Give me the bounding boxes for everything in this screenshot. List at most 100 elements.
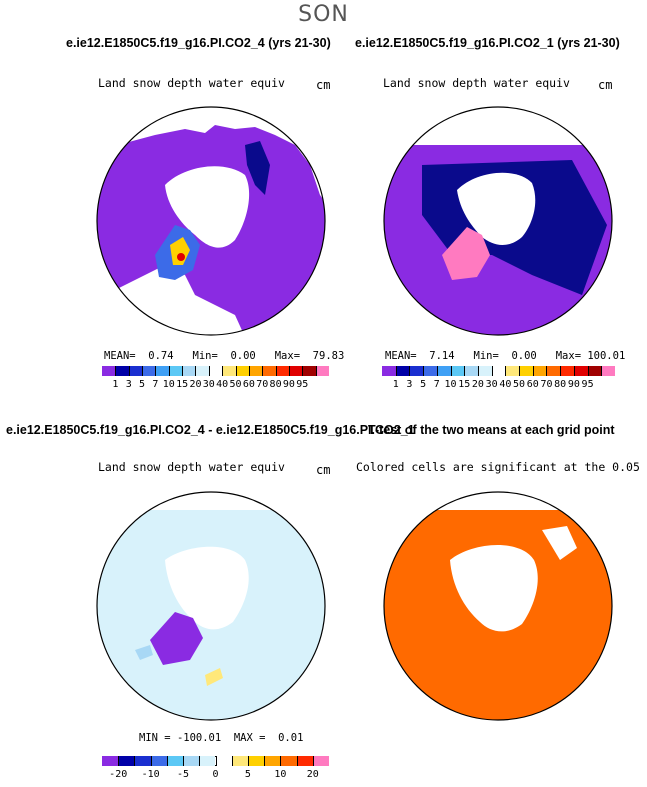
map-panel-a	[96, 106, 326, 336]
colorbar-tick-label: 80	[269, 379, 282, 390]
colorbar-tick-label: 7	[433, 379, 440, 390]
colorbar-swatch	[532, 366, 547, 376]
colorbar-swatch	[464, 366, 478, 376]
colorbar-separator	[477, 366, 479, 376]
colorbar-swatch	[546, 366, 561, 376]
colorbar-swatch	[491, 366, 506, 376]
colorbar-swatch	[118, 756, 135, 766]
colorbar-separator	[247, 756, 249, 766]
panel-a-stats: MEAN= 0.74 Min= 0.00 Max= 79.83	[104, 350, 344, 362]
colorbar-tick-label: 20	[306, 769, 319, 780]
colorbar-separator	[560, 366, 562, 376]
colorbar-tick-label: 90	[567, 379, 580, 390]
colorbar-swatch	[560, 366, 574, 376]
panel-c-label: Land snow depth water equiv	[98, 460, 285, 474]
panel-c-stats: MIN = -100.01 MAX = 0.01	[139, 732, 303, 744]
colorbar-swatch	[215, 756, 232, 766]
colorbar-swatch	[150, 756, 167, 766]
colorbar-tick-label: 3	[125, 379, 132, 390]
colorbar-tick-label: 70	[256, 379, 269, 390]
colorbar-tick-label: 15	[458, 379, 471, 390]
panel-a-label: Land snow depth water equiv	[98, 76, 285, 90]
colorbar-tick-label: 10	[162, 379, 175, 390]
colorbar-tick-label: 0	[212, 769, 219, 780]
arctic-ocean	[165, 166, 250, 248]
colorbar-separator	[150, 756, 152, 766]
colorbar-tick-label: 30	[485, 379, 498, 390]
colorbar-separator	[532, 366, 534, 376]
colorbar-tick-label: 90	[282, 379, 295, 390]
colorbar-swatch	[302, 366, 316, 376]
colorbar-separator	[235, 366, 237, 376]
colorbar-swatch	[248, 366, 263, 376]
colorbar-separator	[199, 756, 201, 766]
colorbar-separator	[601, 366, 603, 376]
colorbar-c: -20 -10 -5 0 5 10 20	[102, 756, 329, 780]
colorbar-swatch	[102, 756, 119, 766]
colorbar-separator	[288, 366, 290, 376]
colorbar-tick-label: 5	[420, 379, 427, 390]
min-value: 0.00	[230, 350, 256, 362]
colorbar-separator	[423, 366, 425, 376]
colorbar-tick-label: -5	[177, 769, 190, 780]
colorbar-separator	[315, 366, 317, 376]
colorbar-separator	[168, 366, 170, 376]
colorbar-separator	[118, 756, 120, 766]
mean-label: MEAN=	[385, 350, 430, 362]
colorbar-b: 1 3 5 7 10 15 20 30 40 50 60 70 80 90 95	[382, 366, 615, 390]
map-panel-c	[96, 491, 326, 721]
max-label: Max=	[255, 350, 313, 362]
min-value: 0.00	[511, 350, 537, 362]
max-value: 100.01	[587, 350, 626, 362]
colorbar-tick-label: -10	[141, 769, 160, 780]
colorbar-separator	[505, 366, 507, 376]
max-label: MAX =	[221, 732, 279, 744]
colorbar-tick-label: 5	[244, 769, 251, 780]
min-label: Min=	[454, 350, 512, 362]
arctic-ocean	[165, 546, 249, 630]
colorbar-swatch	[280, 756, 297, 766]
colorbar-tick-label: 3	[406, 379, 413, 390]
min-label: MIN =	[139, 732, 177, 744]
colorbar-separator	[183, 756, 185, 766]
min-label: Min=	[173, 350, 231, 362]
arctic-ocean	[450, 544, 538, 632]
max-value: 0.01	[278, 732, 304, 744]
colorbar-separator	[312, 756, 314, 766]
colorbar-swatch	[231, 756, 248, 766]
colorbar-tick-label: 1	[112, 379, 119, 390]
colorbar-swatch	[477, 366, 492, 376]
colorbar-separator	[464, 366, 466, 376]
map-panel-d	[383, 491, 613, 721]
colorbar-separator	[409, 366, 411, 376]
panel-b-units: cm	[598, 78, 613, 92]
colorbar-swatch	[519, 366, 533, 376]
panel-b-stats: MEAN= 7.14 Min= 0.00 Max= 100.01	[385, 350, 625, 362]
panel-c-units: cm	[316, 463, 331, 477]
colorbar-tick-label: 95	[296, 379, 309, 390]
colorbar-tick-label: 40	[499, 379, 512, 390]
colorbar-separator	[166, 756, 168, 766]
mean-label: MEAN=	[104, 350, 149, 362]
run-a-title: e.ie12.E1850C5.f19_g16.PI.CO2_4 (yrs 21-…	[66, 36, 331, 50]
colorbar-separator	[182, 366, 184, 376]
colorbar-tick-label: 95	[581, 379, 594, 390]
max-label: Max=	[536, 350, 588, 362]
colorbar-separator	[115, 366, 117, 376]
colorbar-swatch	[601, 366, 615, 376]
colorbar-tick-label: 60	[242, 379, 255, 390]
colorbar-tick-label: 5	[139, 379, 146, 390]
colorbar-tick-label: 30	[202, 379, 215, 390]
ttest-title: T-test of the two means at each grid poi…	[368, 423, 615, 437]
colorbar-swatch	[573, 366, 588, 376]
mean-value: 0.74	[148, 350, 174, 362]
colorbar-swatch	[195, 366, 209, 376]
colorbar-separator	[491, 366, 493, 376]
colorbar-swatch	[155, 366, 169, 376]
colorbar-separator	[231, 756, 233, 766]
colorbar-swatch	[235, 366, 249, 376]
colorbar-swatch	[142, 366, 156, 376]
colorbar-separator	[519, 366, 521, 376]
colorbar-swatch	[382, 366, 396, 376]
colorbar-tick-label: -20	[109, 769, 128, 780]
